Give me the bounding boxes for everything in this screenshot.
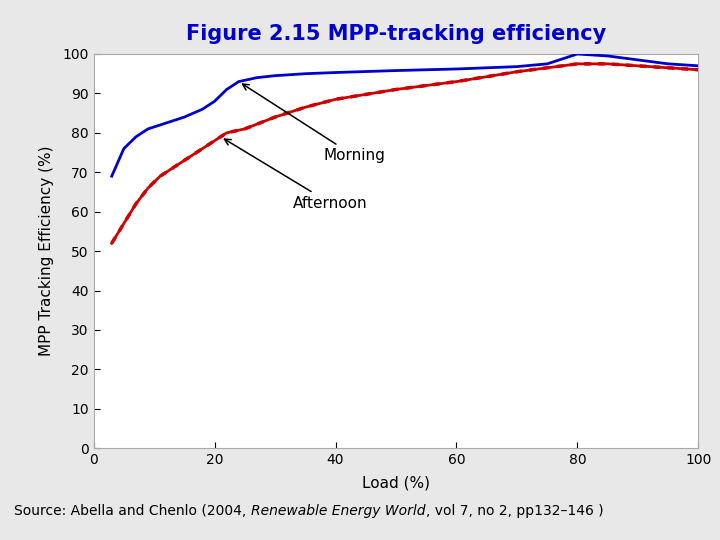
Text: Morning: Morning	[243, 84, 385, 164]
Text: Renewable Energy World: Renewable Energy World	[251, 504, 426, 518]
Y-axis label: MPP Tracking Efficiency (%): MPP Tracking Efficiency (%)	[39, 146, 54, 356]
Text: , vol 7, no 2, pp132–146 ): , vol 7, no 2, pp132–146 )	[426, 504, 603, 518]
Title: Figure 2.15 MPP-tracking efficiency: Figure 2.15 MPP-tracking efficiency	[186, 24, 606, 44]
Text: Source: Abella and Chenlo (2004,: Source: Abella and Chenlo (2004,	[14, 504, 251, 518]
Text: Afternoon: Afternoon	[225, 139, 368, 211]
X-axis label: Load (%): Load (%)	[362, 475, 430, 490]
